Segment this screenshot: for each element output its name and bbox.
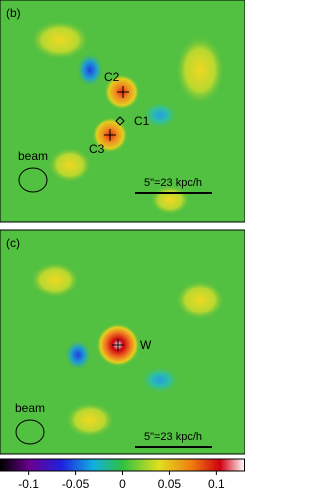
annotation: W [140,338,152,352]
tick-label: 0.1 [208,477,225,491]
beam-label: beam [15,401,45,415]
tick-label: 0 [119,477,126,491]
annotation: C3 [89,142,105,156]
beam [18,167,48,193]
blob [76,52,104,88]
annotation: C1 [134,114,150,128]
diamond [115,116,125,126]
scale-label: 5"=23 kpc/h [144,431,202,443]
cross [104,86,129,141]
blob [175,280,225,320]
blob [175,35,225,105]
blob [150,185,190,215]
blob [64,339,92,371]
blob [140,366,180,394]
panel-c: (c) W beam 5"=23 kpc/h [0,229,245,455]
blob [30,20,90,60]
cross [112,339,124,351]
blob [30,262,80,298]
colorbar [0,458,245,472]
scale-label: 5"=23 kpc/h [144,177,202,189]
annotation: C2 [104,70,120,84]
tick-label: -0.05 [62,477,90,491]
beam [15,419,45,445]
panel-b: (b) C2 C1 C3 beam 5"=23 kpc/h [0,0,245,223]
beam-label: beam [18,149,48,163]
tick-label: -0.1 [18,477,39,491]
tick-label: 0.05 [158,477,182,491]
blob [142,101,178,129]
panel-label: (b) [6,6,21,20]
figure: (b) C2 C1 C3 beam 5"=23 kpc/h (c) W beam… [0,0,245,491]
blob [65,402,115,438]
blob [48,147,92,183]
panel-label: (c) [6,236,20,250]
